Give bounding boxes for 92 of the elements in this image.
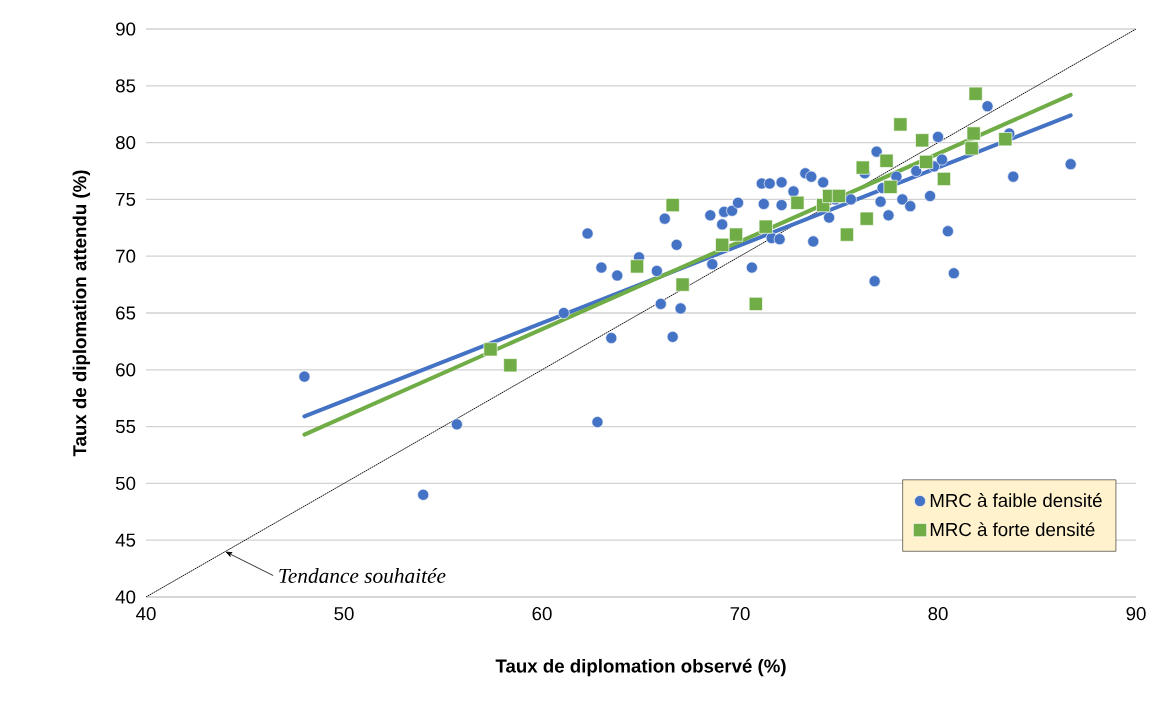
point	[773, 233, 786, 246]
point	[941, 225, 954, 238]
point	[1064, 158, 1077, 171]
point	[790, 195, 805, 210]
point	[757, 198, 770, 210]
point	[839, 227, 854, 242]
point	[483, 342, 498, 357]
point	[726, 204, 739, 217]
y-tick-label: 60	[116, 363, 136, 377]
y-tick-label: 90	[116, 22, 136, 36]
point	[890, 170, 903, 183]
point	[450, 418, 463, 431]
point	[807, 235, 820, 248]
point	[817, 176, 830, 189]
x-tick-label: 90	[1126, 607, 1146, 621]
point	[915, 133, 930, 148]
x-tick-label: 40	[136, 607, 156, 621]
point	[298, 370, 311, 383]
point	[882, 209, 895, 222]
point	[595, 261, 608, 274]
y-tick-label: 75	[116, 192, 136, 206]
point	[729, 227, 744, 242]
point	[883, 179, 898, 194]
point	[503, 358, 518, 373]
y-tick-label: 45	[115, 533, 136, 547]
x-axis-title: Taux de diplomation observé (%)	[495, 658, 786, 677]
point	[805, 170, 818, 183]
point	[936, 171, 951, 186]
point	[874, 195, 887, 208]
point	[879, 153, 894, 168]
point	[924, 190, 937, 202]
point	[758, 219, 773, 234]
point	[1007, 170, 1020, 183]
point	[844, 193, 857, 206]
point	[716, 218, 729, 231]
y-tick-label: 40	[115, 590, 136, 604]
point	[630, 259, 645, 274]
point	[966, 126, 981, 141]
point	[654, 297, 667, 310]
y-tick-label: 80	[116, 135, 136, 150]
point	[557, 307, 570, 319]
point	[674, 302, 687, 315]
point	[855, 160, 870, 175]
point	[763, 177, 776, 190]
legend-label: MRC à faible densité	[930, 493, 1102, 508]
point	[605, 332, 618, 344]
point	[998, 132, 1013, 147]
point	[870, 145, 883, 158]
point	[932, 130, 944, 143]
point	[670, 238, 683, 251]
point	[896, 193, 909, 206]
point	[936, 153, 948, 166]
x-tick-label: 80	[928, 607, 948, 621]
y-tick-label: 70	[116, 249, 136, 263]
point	[859, 211, 874, 226]
x-tick-label: 60	[532, 607, 552, 621]
annotation: Tendance souhaitée	[279, 568, 446, 584]
point	[904, 200, 917, 213]
point	[665, 198, 680, 213]
point	[981, 100, 994, 113]
point	[715, 237, 730, 252]
y-tick-label: 65	[116, 306, 136, 320]
point	[775, 199, 788, 212]
point	[704, 209, 717, 222]
point	[732, 196, 744, 209]
point	[581, 227, 594, 240]
point	[910, 165, 923, 177]
point	[868, 275, 881, 288]
point	[823, 211, 836, 224]
point	[706, 258, 719, 271]
legend-label: MRC à forte densité	[930, 522, 1095, 537]
point	[919, 154, 934, 169]
point	[947, 267, 960, 280]
point	[650, 265, 663, 277]
point	[658, 212, 671, 225]
x-tick-label: 70	[730, 607, 750, 621]
y-tick-label: 55	[115, 420, 136, 434]
y-tick-label: 50	[115, 476, 136, 491]
point	[666, 330, 679, 343]
y-axis-title: Taux de diplomation attendu (%)	[72, 170, 91, 457]
point	[611, 269, 624, 282]
point	[968, 86, 983, 101]
point	[893, 117, 908, 132]
point	[748, 296, 763, 311]
point	[675, 277, 690, 292]
point	[417, 488, 430, 501]
point	[745, 261, 758, 274]
y-tick-label: 85	[116, 79, 136, 93]
point	[832, 188, 847, 203]
x-tick-label: 50	[334, 607, 354, 621]
point	[775, 176, 788, 189]
point	[591, 416, 604, 428]
